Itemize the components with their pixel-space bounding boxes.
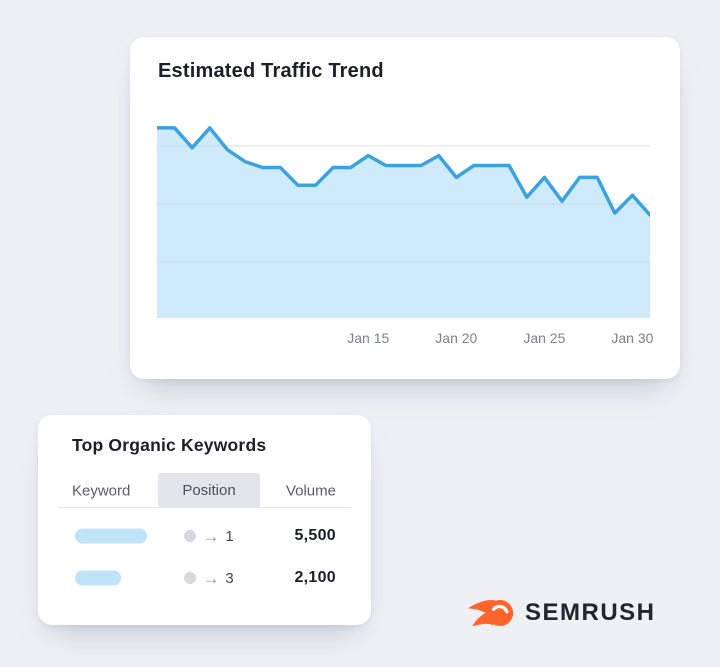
volume-value: 5,500: [294, 527, 336, 544]
semrush-flame-ball-icon: [467, 599, 514, 627]
chart-x-axis-labels: Jan 15 Jan 20 Jan 25 Jan 30: [157, 330, 654, 350]
column-header-volume[interactable]: Volume: [285, 482, 336, 499]
column-header-keyword[interactable]: Keyword: [72, 482, 131, 499]
x-axis-tick-label: Jan 20: [435, 330, 478, 346]
keyword-table-row: → 3 2,100: [58, 557, 351, 599]
keyword-pill-placeholder: [75, 528, 147, 544]
x-axis-tick-label: Jan 25: [523, 330, 566, 346]
position-change-arrow-icon: →: [202, 526, 220, 546]
trend-area-fill: [157, 127, 650, 318]
semrush-logo: SEMRUSH: [466, 594, 656, 632]
keywords-table-header: Keyword Position Volume: [58, 473, 351, 508]
x-axis-tick-label: Jan 30: [611, 330, 654, 346]
column-header-position-label: Position: [182, 482, 236, 499]
trend-line: [157, 126, 650, 217]
position-value: 3: [225, 569, 234, 587]
keyword-table-row: → 1 5,500: [58, 515, 351, 557]
top-organic-keywords-card: Top Organic Keywords Keyword Position Vo…: [38, 415, 371, 625]
traffic-trend-chart: [157, 120, 650, 318]
semrush-logo-text: SEMRUSH: [525, 599, 656, 626]
position-cell: → 1: [158, 515, 260, 557]
column-header-position[interactable]: Position: [158, 473, 260, 508]
trend-chart-svg: [157, 126, 650, 318]
keywords-card-title: Top Organic Keywords: [72, 435, 267, 455]
position-dot-icon: [184, 530, 197, 542]
volume-value: 2,100: [294, 569, 336, 586]
traffic-trend-card: Estimated Traffic Trend Jan 15 Jan 20 Jan …: [130, 37, 680, 379]
position-cell: → 3: [158, 557, 260, 599]
x-axis-tick-label: Jan 15: [347, 330, 390, 346]
position-value: 1: [225, 527, 234, 545]
traffic-card-title: Estimated Traffic Trend: [158, 60, 384, 82]
position-change-arrow-icon: →: [202, 568, 220, 588]
keyword-pill-placeholder: [75, 570, 121, 586]
position-dot-icon: [184, 572, 197, 584]
